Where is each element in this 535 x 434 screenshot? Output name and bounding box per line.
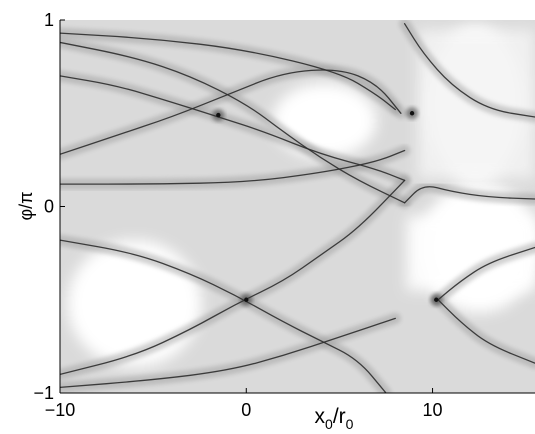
curve-upper-cross-a	[60, 69, 402, 155]
x-tick-label: 0	[241, 400, 251, 420]
spot-core-crossing-lower	[244, 297, 249, 302]
curve-lower-right-lower	[437, 299, 535, 364]
y-axis-label: φ/π	[16, 191, 36, 220]
spot-core-crossing-upper	[216, 112, 221, 118]
x-tick-label: −10	[45, 400, 76, 420]
y-tick-label: −1	[33, 383, 54, 403]
x-axis: −10 0 10	[45, 388, 443, 420]
curve-lower-right-upper	[437, 246, 535, 301]
y-tick-label: 0	[44, 197, 54, 217]
curve-lower-cross-b	[60, 179, 406, 376]
y-axis: −1 0 1	[33, 10, 65, 403]
x-tick-label: 10	[423, 400, 443, 420]
curve-upper-horizon	[60, 149, 406, 185]
spot-core-upper-loop-knot	[409, 111, 415, 116]
plot-area	[59, 20, 535, 394]
curve-lower-cross-a	[60, 239, 387, 393]
curve-upper-loop-lower	[403, 186, 535, 204]
curve-lower-horizon	[60, 317, 396, 389]
curve-upper-loop-right	[403, 23, 535, 118]
curve-upper-outer	[60, 32, 396, 111]
spot-core-fixed-point	[434, 297, 439, 302]
curve-lines	[60, 23, 535, 393]
y-tick-label: 1	[44, 10, 54, 30]
curve-upper-cross-b	[60, 75, 406, 182]
x-axis-label: x0/r0	[315, 405, 354, 432]
dark-spots	[212, 107, 443, 306]
